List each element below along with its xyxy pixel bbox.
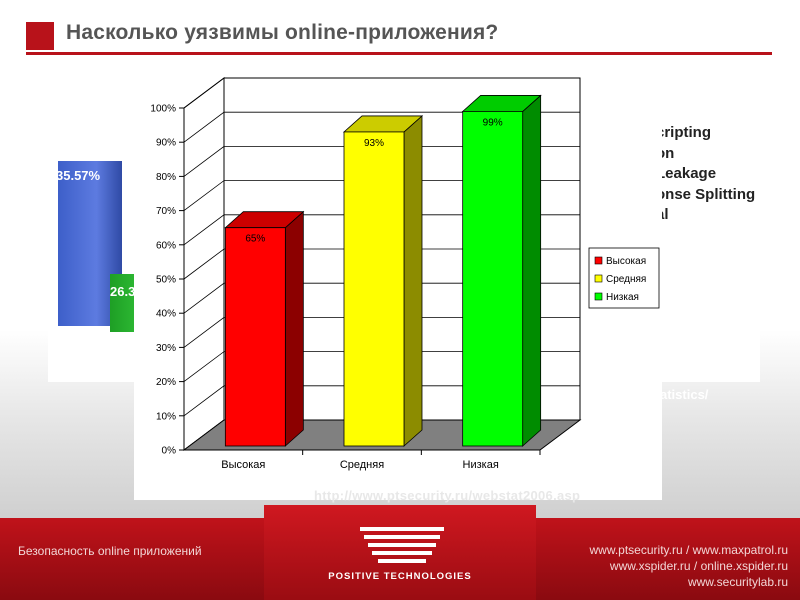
y-tick-label: 40%: [156, 309, 176, 320]
title-square: [26, 22, 54, 50]
legend-label: Средняя: [606, 274, 646, 285]
background-legend-item: cripting: [656, 124, 711, 141]
bar-front: [224, 227, 286, 447]
legend-swatch: [594, 292, 603, 301]
bar: [461, 94, 542, 447]
legend-swatch: [594, 256, 603, 265]
x-tick-label: Низкая: [463, 459, 499, 471]
background-legend-item: Leakage: [656, 165, 717, 182]
gridline: [183, 351, 580, 382]
bar-side: [284, 210, 304, 447]
bar-front: [462, 111, 524, 447]
gridline: [183, 214, 580, 246]
data-label: 99%: [483, 117, 503, 128]
legend-swatch: [594, 274, 603, 283]
background-legend-item: on: [656, 144, 675, 162]
footer-link[interactable]: www.ptsecurity.ru / www.maxpatrol.ru: [589, 543, 789, 557]
gridline: [183, 77, 580, 109]
y-tick-label: 30%: [156, 343, 176, 354]
legend-label: Низкая: [606, 292, 639, 303]
y-tick-label: 10%: [156, 411, 176, 422]
data-label: 65%: [245, 234, 265, 245]
gridline: [183, 180, 580, 211]
background-legend-item: onse Splitting: [656, 185, 756, 203]
data-label: 93%: [364, 138, 384, 149]
title-bar: Насколько уязвимы online-приложения?: [26, 20, 772, 56]
logo-stripes-icon: [360, 527, 444, 563]
bar-front: [343, 131, 405, 447]
x-tick-label: Средняя: [340, 459, 384, 471]
footer-links: www.ptsecurity.ru / www.maxpatrol.ru www…: [590, 542, 789, 590]
y-tick-label: 70%: [156, 206, 176, 217]
y-tick-label: 0%: [162, 446, 177, 457]
gridline: [183, 316, 580, 348]
background-green-label: 26.3: [110, 284, 136, 299]
bar: [224, 210, 305, 447]
y-tick-label: 90%: [156, 138, 176, 149]
gridline: [183, 282, 580, 314]
y-tick-label: 80%: [156, 172, 176, 183]
y-tick-label: 60%: [156, 240, 176, 251]
gridline: [183, 146, 580, 177]
background-blue-label: 35.57%: [56, 168, 101, 183]
logo-text: POSITIVE TECHNOLOGIES: [328, 571, 472, 582]
bar-chart: 0% 10% 20% 30% 40% 50% 60% 70% 80% 90% 100% Высока…: [150, 77, 660, 471]
footer-caption: Безопасность online приложений: [18, 544, 202, 558]
footer-link[interactable]: www.xspider.ru / online.xspider.ru: [609, 559, 788, 573]
y-tick-label: 20%: [156, 377, 176, 388]
bar-side: [403, 115, 423, 447]
legend-label: Высокая: [606, 256, 646, 267]
x-tick-label: Высокая: [221, 459, 265, 471]
y-tick-label: 100%: [150, 104, 176, 115]
title-underline: [26, 52, 772, 55]
gridline: [183, 248, 580, 280]
chart-panel: 0% 10% 20% 30% 40% 50% 60% 70% 80% 90% 100% Высока…: [134, 70, 662, 500]
background-stats-text: atistics/: [660, 387, 709, 402]
source-url[interactable]: http://www.ptsecurity.ru/webstat2006.asp: [314, 488, 581, 503]
footer-link[interactable]: www.securitylab.ru: [687, 575, 788, 589]
background-legend: cripting on Leakage onse Splitting al: [656, 123, 755, 226]
gridline: [183, 111, 580, 143]
background-legend-item: al: [656, 206, 669, 223]
bar-side: [522, 94, 542, 447]
logo-panel: POSITIVE TECHNOLOGIES: [264, 505, 536, 600]
slide-title: Насколько уязвимы online-приложения?: [66, 21, 499, 44]
y-tick-label: 50%: [156, 275, 176, 286]
gridline: [183, 385, 580, 417]
bar: [342, 115, 424, 447]
